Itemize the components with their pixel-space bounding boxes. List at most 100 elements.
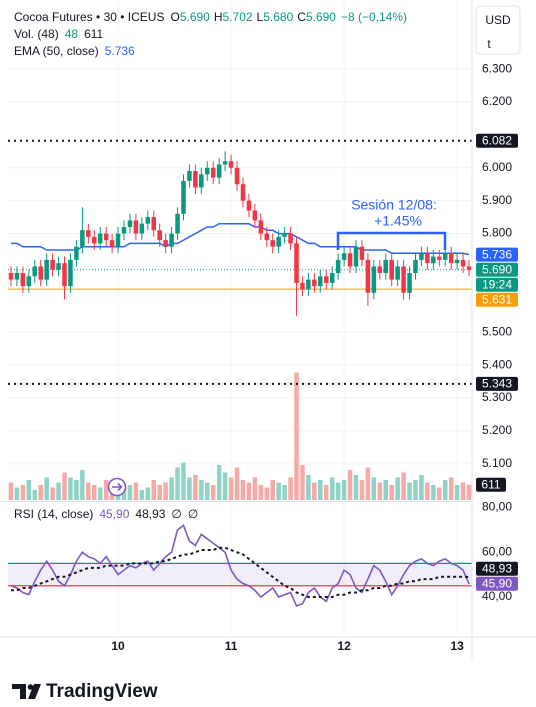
volume-bar xyxy=(187,477,192,500)
price-badge-label: 5.631 xyxy=(482,292,512,306)
volume-bar xyxy=(133,482,139,500)
volume-bar xyxy=(216,465,222,500)
rsi-badge-label: 45,90 xyxy=(482,576,512,590)
candle-body xyxy=(145,217,151,224)
volume-bar xyxy=(32,490,38,500)
annotation-text: Sesión 12/08: xyxy=(351,197,437,213)
logo-dot xyxy=(27,684,34,690)
ohlc-value: 5.690 xyxy=(180,10,210,24)
y-tick-label: 80,00 xyxy=(482,500,512,514)
candle-body xyxy=(115,233,121,247)
candle-body xyxy=(44,259,49,280)
x-tick-label: 11 xyxy=(225,639,238,653)
rsi-value: 48,93 xyxy=(135,507,165,521)
rsi-line xyxy=(11,546,470,598)
candle-body xyxy=(252,210,258,221)
ohlc-value: 5.702 xyxy=(223,10,253,24)
y-tick-label: 6.300 xyxy=(482,61,512,75)
y-tick-label: 6.200 xyxy=(482,94,512,108)
volume-bar xyxy=(252,477,258,500)
volume-bar xyxy=(383,480,389,500)
candle-body xyxy=(139,223,145,234)
volume-bar xyxy=(38,485,43,500)
volume-bar xyxy=(413,480,418,500)
volume-bar xyxy=(121,487,127,500)
candle-body xyxy=(401,266,406,293)
y-tick-label: 5.100 xyxy=(482,456,512,470)
candle-body xyxy=(109,240,115,247)
volume-bar xyxy=(222,472,228,500)
price-badge-label: 19:24 xyxy=(482,277,512,291)
candle-body xyxy=(371,266,377,293)
currency-box[interactable] xyxy=(475,5,521,55)
volume-bar xyxy=(335,482,341,500)
volume-bar xyxy=(157,485,162,500)
volume-bar xyxy=(199,480,204,500)
volume-bar xyxy=(448,477,454,500)
volume-badge-label: 611 xyxy=(481,477,500,491)
candle-body xyxy=(151,217,157,231)
volume-bar xyxy=(193,475,198,500)
volume-bar xyxy=(353,475,359,500)
volume-bar xyxy=(97,487,103,500)
volume-value: 611 xyxy=(84,27,103,41)
volume-bar xyxy=(103,480,109,500)
volume-bar xyxy=(288,477,293,500)
candle-body xyxy=(187,171,192,181)
y-tick-label: 5.300 xyxy=(482,390,512,404)
volume-bar xyxy=(341,480,347,500)
price-badge-label: 5.343 xyxy=(482,377,512,391)
candle-body xyxy=(431,256,436,264)
candle-body xyxy=(323,276,329,283)
candle-body xyxy=(56,263,61,270)
logo-mark xyxy=(12,684,41,699)
candle-body xyxy=(335,259,341,274)
rsi-line xyxy=(10,524,470,607)
ohlc-key: H xyxy=(214,10,223,24)
x-tick-label: 10 xyxy=(111,639,125,653)
y-tick-label: 60,00 xyxy=(482,544,512,558)
rsi-extra: ∅ xyxy=(171,507,181,521)
volume-bar xyxy=(270,480,275,500)
volume-bar xyxy=(371,477,377,500)
price-axis xyxy=(472,0,536,660)
ema-value: 5.736 xyxy=(105,44,135,58)
volume-bar xyxy=(276,482,281,500)
volume-bar xyxy=(26,480,32,500)
candle-body xyxy=(306,279,311,290)
volume-bar xyxy=(401,472,406,500)
candle-body xyxy=(205,167,210,175)
ema-line xyxy=(11,222,470,256)
candle-body xyxy=(288,233,293,244)
candle-body xyxy=(20,273,26,287)
volume-bar xyxy=(127,485,133,500)
candle-body xyxy=(26,276,32,287)
volume-bar xyxy=(294,372,299,500)
candle-body xyxy=(300,282,305,290)
price-badge xyxy=(476,376,518,391)
volume-bar xyxy=(163,482,168,500)
volume-bar xyxy=(91,485,97,500)
annotation-text: +1.45% xyxy=(374,213,422,229)
brand: TradingView xyxy=(46,681,158,702)
rsi-legend: RSI (14, close) 45,90 48,93 ∅ ∅ xyxy=(14,507,198,521)
candle-body xyxy=(460,259,466,267)
volume-bar xyxy=(86,482,91,500)
volume-bar xyxy=(437,487,442,500)
candle-body xyxy=(127,220,133,227)
candle-body xyxy=(169,233,174,247)
volume-bar xyxy=(56,482,61,500)
candle-body xyxy=(437,256,442,260)
volume-bar xyxy=(264,487,270,500)
volume-bar xyxy=(139,490,145,500)
candle-body xyxy=(282,233,287,237)
rsi-badge xyxy=(476,561,518,576)
candle-body xyxy=(91,236,97,244)
volume-legend: Vol. (48) 48 611 xyxy=(14,27,104,41)
candle-body xyxy=(103,233,109,241)
volume-bar xyxy=(306,475,311,500)
volume-bar xyxy=(8,482,14,500)
candle-body xyxy=(276,236,281,247)
volume-bar xyxy=(300,465,305,500)
price-badge xyxy=(476,247,518,262)
